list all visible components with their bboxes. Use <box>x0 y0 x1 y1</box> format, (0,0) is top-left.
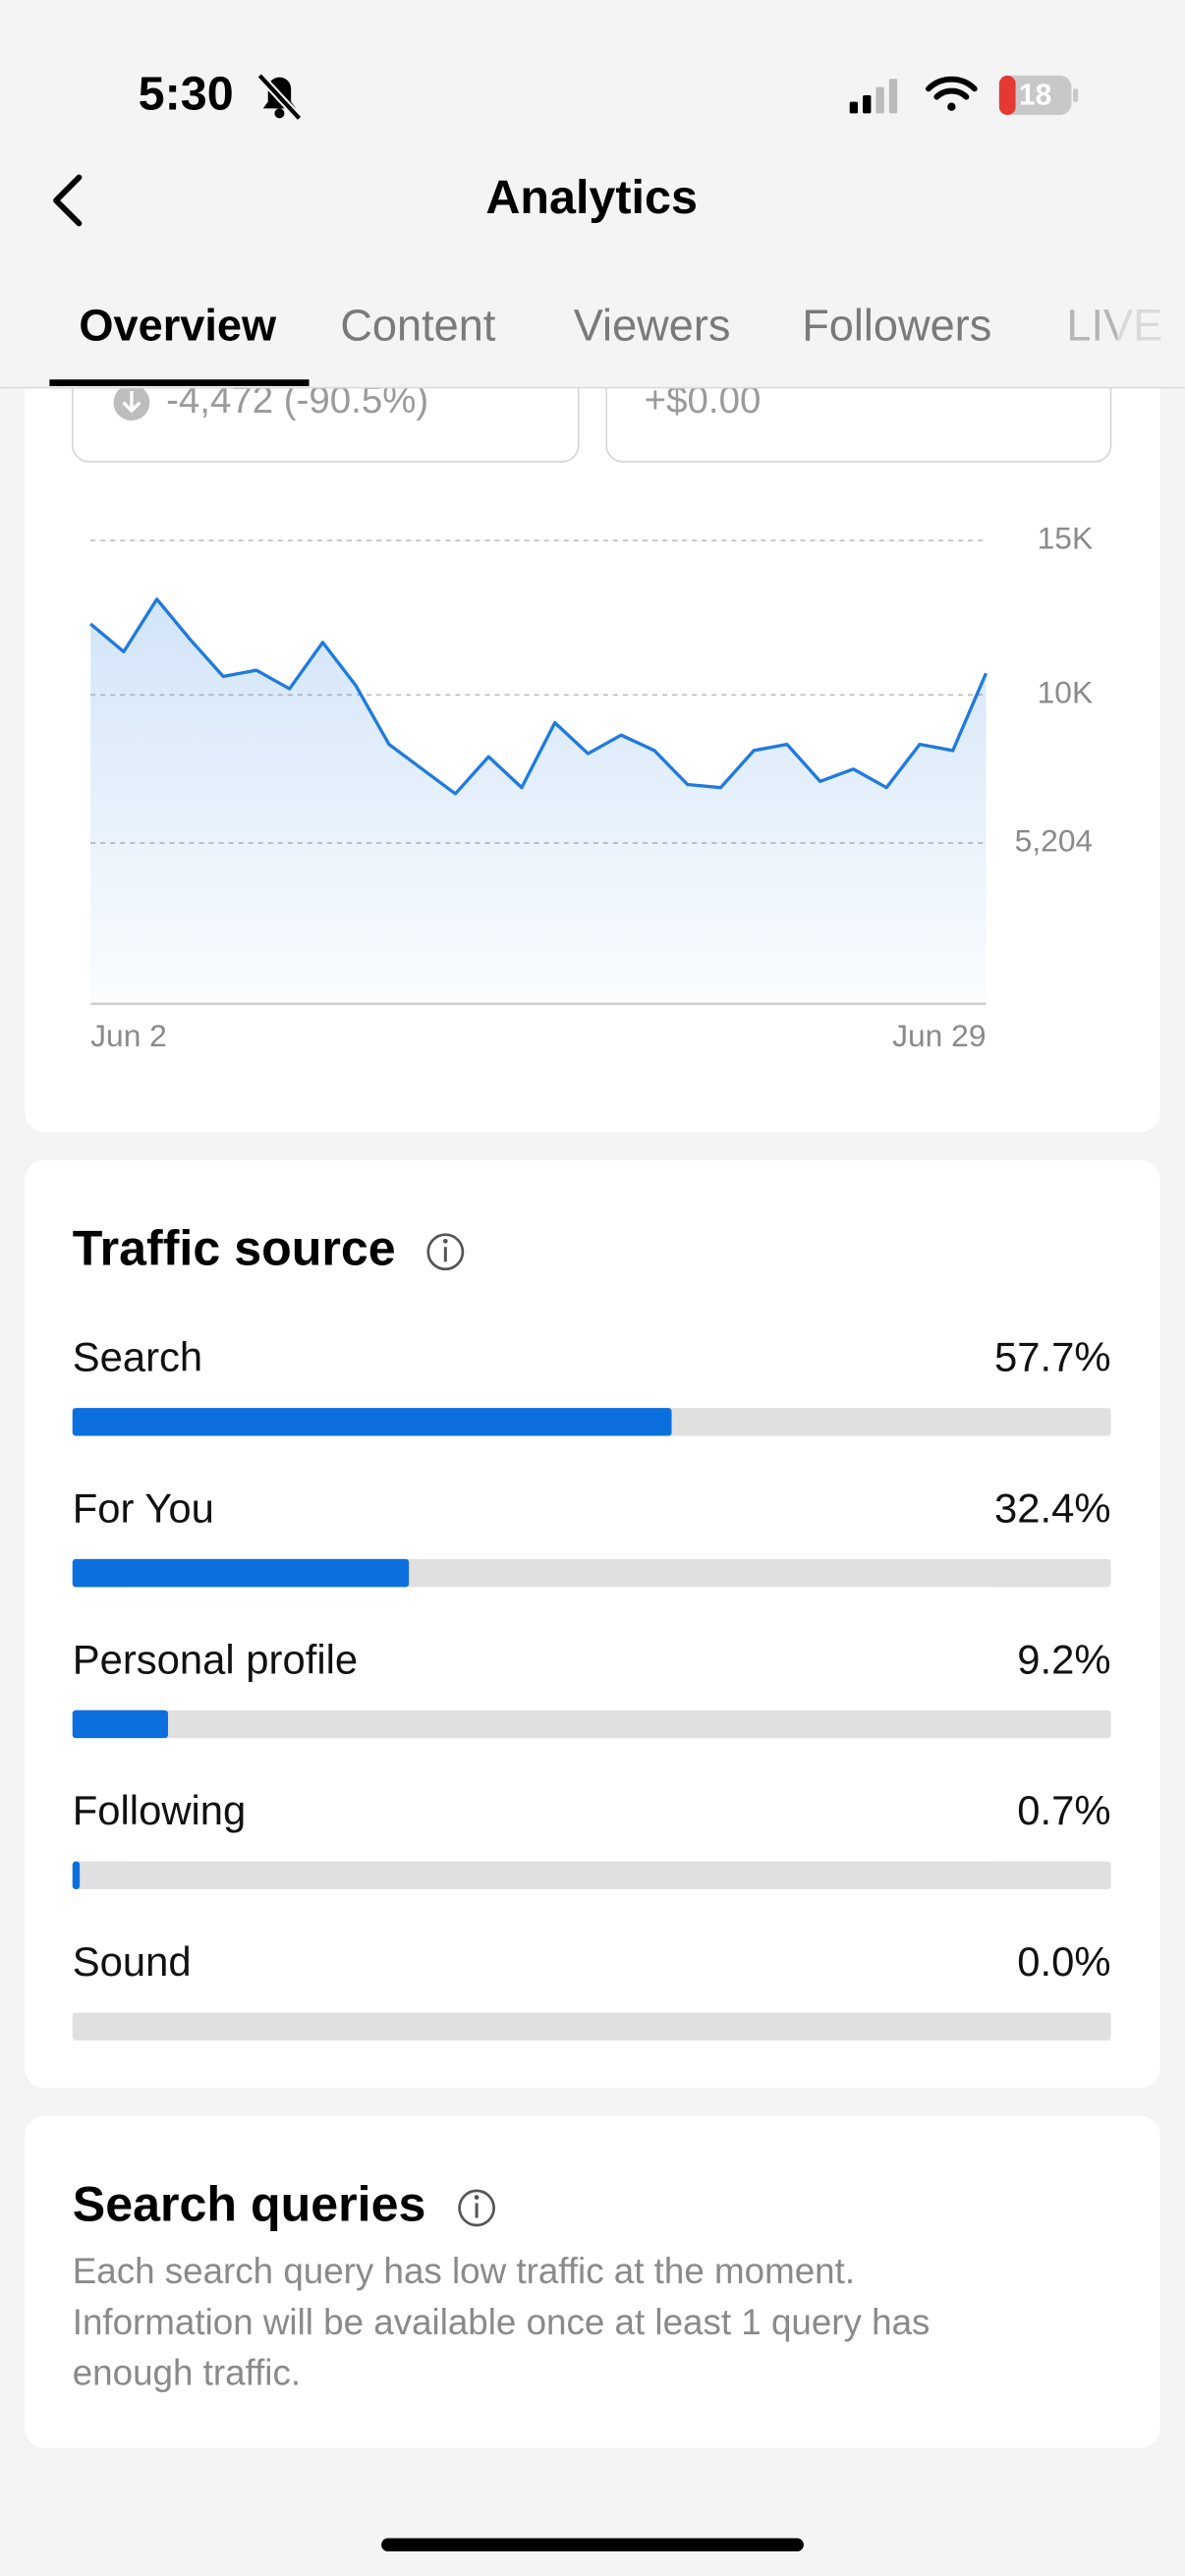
search-message: Each search query has low traffic at the… <box>73 2251 931 2393</box>
traffic-card <box>25 1159 1160 2089</box>
battery-body <box>998 75 1072 116</box>
bell-muted-icon <box>256 73 303 122</box>
source-value: 32.4% <box>994 1484 1111 1531</box>
source-label: Search <box>73 1334 202 1380</box>
bar-track <box>72 1709 1111 1739</box>
line <box>89 597 988 796</box>
source-value: 0.7% <box>1017 1787 1110 1833</box>
message-line: Information will be available once at le… <box>73 2302 931 2342</box>
info-icon[interactable] <box>458 2189 496 2227</box>
y-tick-label: 15K <box>1038 521 1094 556</box>
area-fill <box>90 598 987 1004</box>
tab-fade <box>1117 262 1185 385</box>
x-tick-label: Jun 2 <box>90 1018 167 1053</box>
home-indicator <box>381 2538 804 2551</box>
header-bg <box>0 0 1185 388</box>
bar <box>72 1861 81 1890</box>
message-line: enough traffic. <box>73 2353 301 2393</box>
y-tick-label: 10K <box>1038 675 1094 710</box>
search-card <box>25 2115 1160 2448</box>
tab-bar: Overview Content Viewers Followers LIVE <box>79 262 1185 385</box>
y-tick-label: 5,204 <box>1015 823 1094 859</box>
signal-icon <box>849 79 898 114</box>
info-icon[interactable] <box>426 1233 465 1271</box>
source-label: Following <box>73 1787 247 1833</box>
tab[interactable]: Followers <box>802 300 991 350</box>
traffic-title: Traffic source <box>73 1220 396 1275</box>
search-title: Search queries <box>73 2177 426 2232</box>
tab[interactable]: Content <box>340 300 496 350</box>
battery-text: 18 <box>1019 80 1051 112</box>
bar <box>72 1408 672 1436</box>
source-label: Sound <box>73 1938 192 1985</box>
tab[interactable]: Overview <box>79 300 277 350</box>
source-value: 57.7% <box>994 1334 1111 1380</box>
tab[interactable]: Viewers <box>574 300 731 350</box>
status-time: 5:30 <box>139 67 234 120</box>
source-label: Personal profile <box>73 1636 358 1682</box>
x-tick-label: Jun 29 <box>892 1018 986 1053</box>
back-button[interactable] <box>53 174 83 227</box>
source-value: 0.0% <box>1017 1938 1110 1985</box>
wifi-icon <box>926 76 978 111</box>
tab-indicator <box>49 379 310 386</box>
bar <box>72 1709 168 1739</box>
battery-level <box>998 75 1016 116</box>
message-line: Each search query has low traffic at the… <box>73 2251 855 2291</box>
bar-track <box>72 1861 1111 1890</box>
bar <box>72 1558 410 1588</box>
page-title: Analytics <box>485 171 698 224</box>
down-arrow <box>122 390 141 414</box>
source-label: For You <box>73 1484 214 1531</box>
battery-tip <box>1073 88 1079 102</box>
source-value: 9.2% <box>1017 1636 1110 1682</box>
bar-track <box>72 2012 1111 2041</box>
